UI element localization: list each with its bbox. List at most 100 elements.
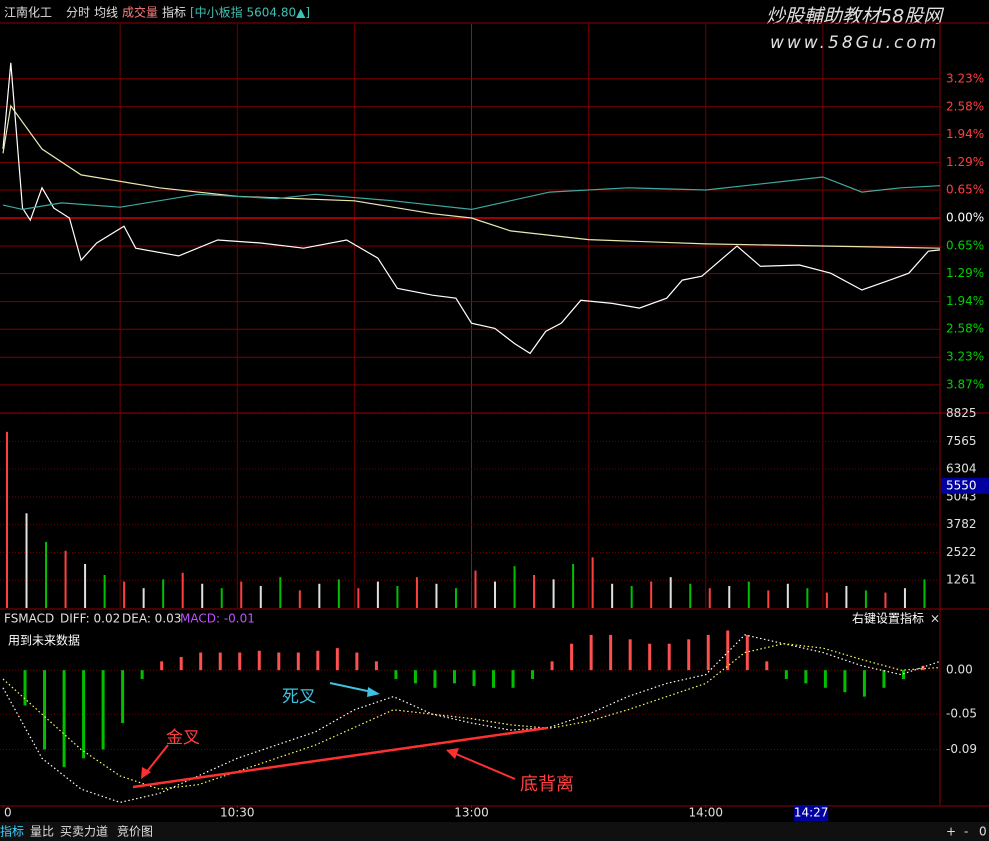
x-tick-label: 14:00: [688, 806, 723, 820]
macd-bar: [843, 670, 847, 693]
macd-bar: [82, 670, 86, 759]
macd-bar: [628, 639, 632, 671]
macd-bar: [218, 652, 222, 671]
y-tick-label: 3.23%: [946, 71, 984, 85]
volume-bar: [786, 583, 789, 608]
y-tick-label: 1261: [946, 573, 977, 587]
tab[interactable]: 指标: [162, 5, 186, 20]
macd-bar: [413, 670, 417, 684]
macd-bar: [257, 650, 261, 671]
zoom-button[interactable]: 0: [979, 825, 987, 839]
bottom-tab[interactable]: 指标: [0, 824, 24, 839]
volume-bar: [64, 550, 67, 608]
indicator-stat: MACD: -0.01: [180, 612, 255, 626]
tab[interactable]: 分时: [66, 6, 90, 20]
annotation: 金叉: [166, 728, 200, 748]
volume-bar: [767, 590, 770, 608]
volume-bar: [923, 579, 926, 608]
y-tick-label: 1.29%: [946, 155, 984, 169]
macd-bar: [199, 652, 203, 671]
volume-bar: [298, 590, 301, 608]
volume-bar: [513, 566, 516, 608]
header-bar: [0, 0, 760, 22]
volume-bar: [240, 581, 243, 608]
y-tick-label: 3782: [946, 517, 977, 531]
volume-bar: [884, 592, 887, 608]
watermark-url: www.58Gu.com: [770, 33, 939, 53]
tab[interactable]: 成交量: [122, 5, 158, 20]
volume-bar: [494, 581, 497, 608]
volume-bar: [903, 588, 906, 608]
volume-bar: [415, 577, 418, 608]
macd-bar: [472, 670, 476, 687]
volume-bar: [201, 583, 204, 608]
macd-bar: [862, 670, 866, 697]
y-tick-label: 0.00%: [946, 211, 984, 225]
volume-bar: [825, 592, 828, 608]
arrow: [329, 682, 373, 693]
zoom-button[interactable]: -: [964, 825, 968, 839]
volume-bar: [533, 574, 536, 608]
tab[interactable]: 均线: [94, 6, 118, 20]
macd-bar: [492, 670, 496, 688]
y-tick-label: -0.09: [946, 742, 977, 756]
bottom-tab[interactable]: 买卖力道: [60, 825, 108, 839]
volume-bar: [181, 572, 184, 608]
arrow: [144, 744, 169, 775]
volume-bar: [435, 583, 438, 608]
y-tick-label: 0.00: [946, 663, 973, 677]
volume-bar: [630, 585, 633, 608]
y-tick-label: 2522: [946, 545, 977, 559]
volume-bar: [650, 581, 653, 608]
macd-bar: [609, 634, 613, 671]
macd-bar: [550, 661, 554, 671]
macd-bar: [706, 634, 710, 671]
y-tick-label: 7565: [946, 434, 977, 448]
volume-bar: [337, 579, 340, 608]
macd-bar: [687, 639, 691, 671]
macd-bar: [179, 656, 183, 671]
volume-bar: [611, 583, 614, 608]
bottom-tab[interactable]: 竞价图: [117, 825, 153, 839]
zoom-button[interactable]: +: [946, 825, 956, 839]
volume-bar: [845, 585, 848, 608]
macd-bar: [570, 643, 574, 671]
volume-bar: [142, 588, 145, 608]
macd-bar: [160, 661, 164, 671]
x-tick-label: 13:00: [454, 806, 489, 820]
y-tick-label: 6304: [946, 462, 977, 476]
macd-bar: [726, 630, 730, 671]
macd-bar: [882, 670, 886, 688]
volume-bar: [396, 585, 399, 608]
macd-bar: [394, 670, 398, 679]
volume-bar: [454, 588, 457, 608]
macd-bar: [823, 670, 827, 688]
macd-bar: [121, 670, 125, 724]
y-tick-label: 1.29%: [946, 266, 984, 280]
macd-bar: [101, 670, 105, 750]
macd-bar: [355, 652, 359, 671]
volume-bar: [864, 590, 867, 608]
macd-bar: [667, 643, 671, 671]
close-button[interactable]: ×: [930, 612, 940, 626]
arrow-head: [446, 748, 459, 759]
volume-bar: [806, 588, 809, 608]
cursor-label: 14:27: [794, 806, 829, 820]
macd-bar: [511, 670, 515, 688]
y-tick-label: 0.65%: [946, 239, 984, 253]
current-value-box: [941, 477, 989, 494]
charts: 3.23% 2.58% 1.94% 1.29% 0.65% 0.00% 0.65% 1.29%…: [0, 22, 989, 821]
macd-bar: [335, 648, 339, 671]
volume-bar: [162, 579, 165, 608]
price-line: [2, 104, 941, 249]
bottom-tab[interactable]: 量比: [30, 825, 54, 839]
divergence-line: [132, 726, 548, 789]
indicator-hint: 右键设置指标: [852, 611, 924, 626]
indicator-title: FSMACD: [4, 612, 54, 626]
arrow: [455, 753, 516, 780]
annotation: 底背离: [520, 774, 574, 795]
volume-bar: [25, 513, 28, 608]
volume-bar: [376, 581, 379, 608]
